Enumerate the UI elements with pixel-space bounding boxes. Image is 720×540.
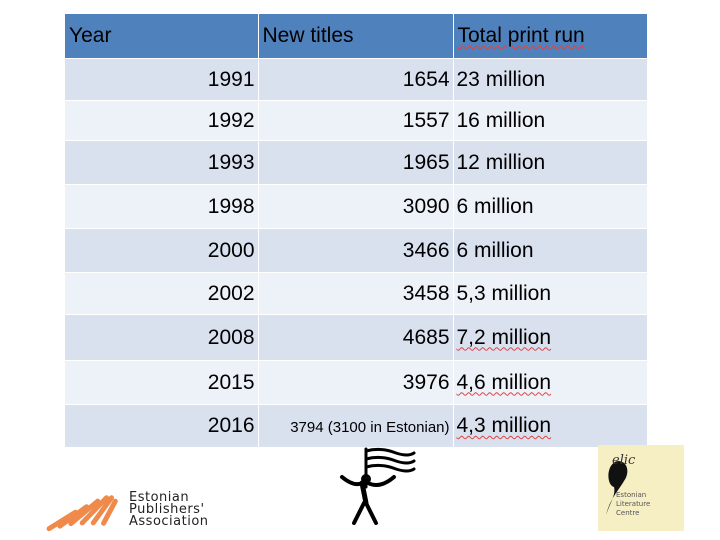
figure-head-icon bbox=[361, 474, 371, 484]
print-run-cell: 16 million bbox=[453, 100, 648, 141]
table-row: 1992 1557 16 million bbox=[65, 100, 648, 141]
header-year: Year bbox=[65, 14, 259, 59]
year-cell: 2008 bbox=[65, 314, 259, 361]
titles-cell: 1654 bbox=[258, 58, 454, 101]
year-cell: 2002 bbox=[65, 272, 259, 315]
elic-subtitle: Estonian Literature Centre bbox=[616, 491, 651, 517]
year-cell: 1993 bbox=[65, 140, 259, 185]
stick-figure-flag-logo bbox=[340, 447, 416, 525]
table-header-row: Year New titles Total print run bbox=[65, 14, 648, 59]
table-row: 1991 1654 23 million bbox=[65, 58, 648, 101]
year-cell: 1998 bbox=[65, 184, 259, 229]
print-run-cell: 5,3 million bbox=[453, 272, 648, 315]
titles-cell: 1557 bbox=[258, 100, 454, 141]
print-run-cell: 7,2 million bbox=[453, 314, 648, 361]
table-row: 2000 3466 6 million bbox=[65, 228, 648, 273]
print-run-cell: 4,3 million bbox=[453, 404, 648, 447]
table-row: 2015 3976 4,6 million bbox=[65, 360, 648, 405]
table-row: 1993 1965 12 million bbox=[65, 140, 648, 185]
print-run-cell: 6 million bbox=[453, 184, 648, 229]
titles-cell: 3976 bbox=[258, 360, 454, 405]
print-run-cell: 4,6 million bbox=[453, 360, 648, 405]
publishers-logo-text: Estonian Publishers' Association bbox=[129, 490, 209, 529]
header-total-print-run: Total print run bbox=[453, 14, 648, 59]
titles-cell: 3466 bbox=[258, 228, 454, 273]
table-row: 2016 3794 (3100 in Estonian) 4,3 million bbox=[65, 404, 648, 447]
titles-cell: 4685 bbox=[258, 314, 454, 361]
elic-logo: elic Estonian Literature Centre bbox=[598, 445, 684, 531]
year-cell: 2015 bbox=[65, 360, 259, 405]
estonian-publishers-association-logo: Estonian Publishers' Association bbox=[40, 488, 230, 534]
print-run-cell: 6 million bbox=[453, 228, 648, 273]
titles-cell: 3794 (3100 in Estonian) bbox=[258, 404, 454, 447]
table-row: 2008 4685 7,2 million bbox=[65, 314, 648, 361]
print-run-cell: 23 million bbox=[453, 58, 648, 101]
header-new-titles: New titles bbox=[258, 14, 454, 59]
titles-cell: 1965 bbox=[258, 140, 454, 185]
year-cell: 2016 bbox=[65, 404, 259, 447]
table-row: 1998 3090 6 million bbox=[65, 184, 648, 229]
elic-wordmark: elic bbox=[612, 453, 636, 468]
table-row: 2002 3458 5,3 million bbox=[65, 272, 648, 315]
book-statistics-table: Year New titles Total print run 1991 165… bbox=[65, 14, 648, 447]
year-cell: 1991 bbox=[65, 58, 259, 101]
publishers-rays-icon bbox=[46, 495, 118, 532]
titles-cell: 3090 bbox=[258, 184, 454, 229]
year-cell: 2000 bbox=[65, 228, 259, 273]
year-cell: 1992 bbox=[65, 100, 259, 141]
print-run-cell: 12 million bbox=[453, 140, 648, 185]
titles-cell: 3458 bbox=[258, 272, 454, 315]
elic-comma-icon bbox=[606, 461, 628, 515]
